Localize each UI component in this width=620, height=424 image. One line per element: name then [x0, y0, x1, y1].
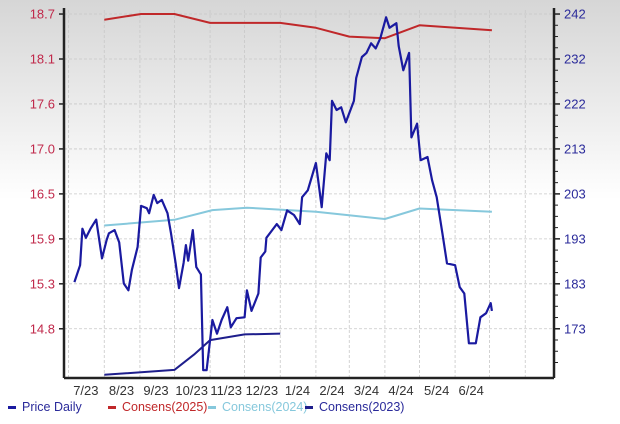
- left-axis-tick-label: 17.0: [30, 141, 55, 156]
- legend-swatch-icon: [305, 406, 313, 410]
- left-axis-tick-label: 14.8: [30, 321, 55, 336]
- x-axis-tick-label: 7/23: [73, 383, 98, 398]
- right-axis-tick-label: 203: [564, 186, 586, 201]
- right-axis-tick-label: 183: [564, 276, 586, 291]
- legend-label: Price Daily: [22, 400, 82, 414]
- legend-swatch-icon: [208, 406, 216, 410]
- x-axis-tick-label: 11/23: [210, 383, 242, 398]
- legend-label: Consens(2023): [319, 400, 405, 414]
- series-line-consens-2025: [104, 13, 492, 40]
- legend-label: Consens(2025): [122, 400, 208, 414]
- right-axis-tick-label: 173: [564, 321, 586, 336]
- x-axis-tick-label: 6/24: [459, 383, 484, 398]
- legend-swatch-icon: [108, 406, 116, 410]
- left-axis-tick-label: 15.9: [30, 231, 55, 246]
- right-axis-tick-label: 213: [564, 141, 586, 156]
- x-axis-tick-label: 3/24: [354, 383, 379, 398]
- x-axis-tick-label: 2/24: [319, 383, 344, 398]
- right-axis-tick-label: 242: [564, 7, 586, 22]
- series-line-consens-2024: [104, 206, 492, 227]
- legend-item-price-daily: Price Daily: [8, 400, 82, 414]
- x-axis-tick-label: 12/23: [246, 383, 279, 398]
- x-axis-tick-label: 4/24: [388, 383, 413, 398]
- left-axis-tick-label: 18.7: [30, 7, 55, 22]
- x-axis-tick-label: 10/23: [175, 383, 208, 398]
- series-line-price-daily: [73, 16, 493, 372]
- x-axis-tick-label: 1/24: [285, 383, 310, 398]
- legend-swatch-icon: [8, 406, 16, 410]
- right-axis-tick-label: 193: [564, 231, 586, 246]
- x-axis-tick-label: 5/24: [424, 383, 449, 398]
- left-axis-tick-label: 16.5: [30, 186, 55, 201]
- x-axis-tick-label: 9/23: [143, 383, 168, 398]
- series-line-consens-2023: [104, 332, 281, 376]
- left-axis-tick-label: 18.1: [30, 51, 55, 66]
- x-axis-tick-label: 8/23: [109, 383, 134, 398]
- legend-item-consens-2024: Consens(2024): [208, 400, 307, 414]
- series-lines: [73, 13, 493, 376]
- left-axis-tick-label: 17.6: [30, 96, 55, 111]
- legend-item-consens-2025: Consens(2025): [108, 400, 207, 414]
- legend-item-consens-2023: Consens(2023): [305, 400, 404, 414]
- right-axis-tick-label: 232: [564, 51, 586, 66]
- legend-label: Consens(2024): [222, 400, 308, 414]
- right-axis-tick-label: 222: [564, 96, 586, 111]
- axes: 18.7 18.1 17.6 17.0 16.5 15.9 15.3 14.8 242 232 22…: [30, 7, 586, 398]
- left-axis-tick-label: 15.3: [30, 276, 55, 291]
- gridlines: [64, 10, 554, 378]
